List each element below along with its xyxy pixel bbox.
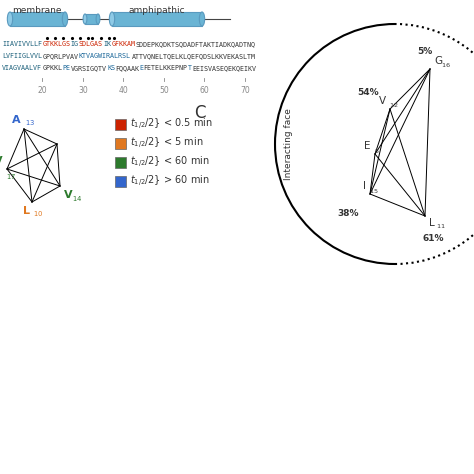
Text: GFKKAM: GFKKAM [111, 41, 136, 47]
Text: V: V [379, 96, 386, 106]
Text: PE: PE [63, 65, 71, 71]
Ellipse shape [200, 12, 205, 26]
Text: C: C [194, 104, 206, 122]
Ellipse shape [109, 12, 115, 26]
Text: GTKKLGS: GTKKLGS [43, 41, 71, 47]
Text: VGRSIGQTV: VGRSIGQTV [71, 65, 107, 71]
Text: 20: 20 [38, 86, 47, 95]
Text: E: E [140, 65, 144, 71]
Text: $t_{1/2}$/2} < 0.5 min: $t_{1/2}$/2} < 0.5 min [130, 117, 213, 132]
Text: $_{15}$: $_{15}$ [369, 187, 379, 196]
Text: $_{11}$: $_{11}$ [436, 222, 446, 231]
Text: GPKKL: GPKKL [43, 65, 63, 71]
Text: 38%: 38% [337, 209, 359, 218]
Text: IIAVIVVLLF: IIAVIVVLLF [2, 41, 42, 47]
Ellipse shape [83, 14, 87, 24]
Ellipse shape [63, 12, 68, 26]
Text: 60: 60 [200, 86, 210, 95]
Text: $t_{1/2}$/2} > 60 min: $t_{1/2}$/2} > 60 min [130, 174, 210, 189]
Text: KS: KS [107, 65, 115, 71]
Text: V: V [64, 190, 73, 200]
Text: SDLGAS: SDLGAS [79, 41, 103, 47]
Text: ATTVQNELTQELKLQEFQDSLKKVEKASLTM: ATTVQNELTQELKLQEFQDSLKKVEKASLTM [132, 53, 255, 59]
Text: $_{14}$: $_{14}$ [72, 194, 82, 204]
Text: Interacting face: Interacting face [284, 108, 293, 180]
Text: $_{12}$: $_{12}$ [389, 101, 399, 110]
Text: EEISVASEQEKQEIKV: EEISVASEQEKQEIKV [192, 65, 256, 71]
Bar [115, 176, 126, 187]
Bar [115, 138, 126, 149]
Text: KTVAGWIRALRSL: KTVAGWIRALRSL [79, 53, 131, 59]
Text: $_{10}$: $_{10}$ [33, 209, 43, 219]
Text: T: T [188, 65, 192, 71]
Text: FETELKKEPNP: FETELKKEPNP [144, 65, 188, 71]
Text: membrane: membrane [12, 6, 62, 15]
Text: $t_{1/2}$/2} < 5 min: $t_{1/2}$/2} < 5 min [130, 136, 203, 151]
Bar [115, 119, 126, 130]
Text: $_{16}$: $_{16}$ [441, 61, 451, 70]
Text: I: I [363, 181, 366, 191]
Text: 30: 30 [78, 86, 88, 95]
Text: 61%: 61% [422, 234, 444, 243]
Text: 54%: 54% [357, 88, 379, 97]
Text: $t_{1/2}$/2} < 60 min: $t_{1/2}$/2} < 60 min [130, 155, 210, 170]
Bar [115, 157, 126, 168]
Text: IK: IK [103, 41, 111, 47]
Text: 70: 70 [240, 86, 250, 95]
Text: G: G [434, 56, 442, 66]
Text: 40: 40 [118, 86, 128, 95]
Text: 5%: 5% [418, 47, 433, 56]
Text: SDDEPKQDKTSQDADFTAKTIADKQADTNQ: SDDEPKQDKTSQDADFTAKTIADKQADTNQ [136, 41, 255, 47]
Text: IG: IG [71, 41, 79, 47]
Text: A: A [12, 115, 21, 125]
Text: $_{13}$: $_{13}$ [25, 118, 35, 128]
Text: amphipathic: amphipathic [128, 6, 185, 15]
Bar [85, 14, 98, 24]
Ellipse shape [7, 12, 13, 26]
Text: FQQAAK: FQQAAK [115, 65, 139, 71]
Text: 50: 50 [159, 86, 169, 95]
Text: V: V [0, 156, 3, 166]
Text: L: L [429, 218, 435, 228]
Text: LVFIIGLVVL: LVFIIGLVVL [2, 53, 42, 59]
Bar [112, 12, 202, 26]
Text: VIAGVAALVF: VIAGVAALVF [2, 65, 42, 71]
Text: $_{8}$: $_{8}$ [374, 147, 380, 156]
Text: $_{17}$: $_{17}$ [6, 172, 16, 182]
Text: E: E [365, 141, 371, 151]
Bar [10, 12, 65, 26]
Text: L: L [23, 206, 30, 216]
Ellipse shape [96, 14, 100, 24]
Text: GPQRLPVAV: GPQRLPVAV [43, 53, 79, 59]
